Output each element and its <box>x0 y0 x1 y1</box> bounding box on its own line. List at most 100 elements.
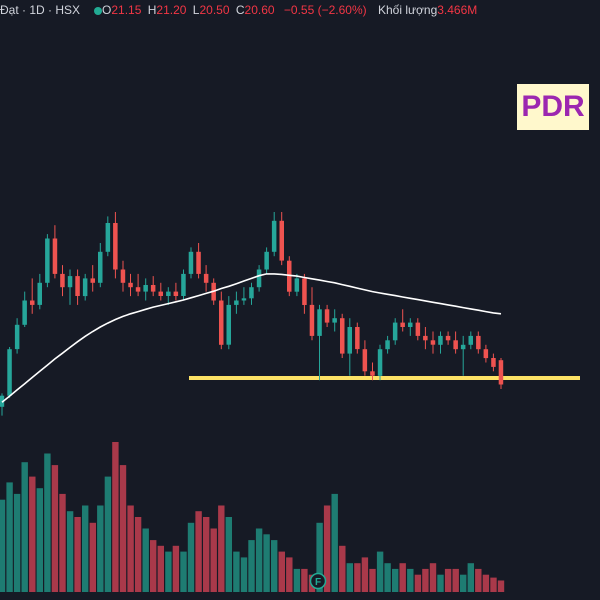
volume-bar <box>444 568 452 592</box>
volume-bar <box>225 517 232 592</box>
volume-bar <box>482 574 490 592</box>
candle-body <box>309 304 315 336</box>
candle-body <box>423 335 428 341</box>
candle-body <box>7 349 12 396</box>
candle-body <box>22 300 27 325</box>
volume-bar <box>490 577 497 592</box>
volume-bar <box>323 505 331 592</box>
candle-body <box>52 238 58 274</box>
volume-bar <box>21 462 28 592</box>
volume-bar <box>0 499 6 592</box>
candle-body <box>60 273 65 288</box>
volume-bar <box>89 522 96 592</box>
volume-bar <box>6 482 13 592</box>
candle-body <box>75 276 80 296</box>
low-value: 20.50 <box>199 3 230 17</box>
candle-body <box>287 260 292 292</box>
candle-body <box>415 322 421 336</box>
volume-bar <box>203 517 210 592</box>
candle-body <box>67 276 73 288</box>
volume-bar <box>354 563 361 592</box>
status-dot-icon <box>94 6 103 15</box>
close-value: 20.60 <box>244 3 275 17</box>
candle-body <box>181 273 186 296</box>
volume-bar <box>187 522 195 592</box>
volume-bar <box>293 568 301 592</box>
candle-body <box>256 269 262 288</box>
volume-bar <box>271 540 278 592</box>
symbol-label: Đạt · 1D · HSX <box>0 3 81 17</box>
volume-bar <box>339 545 346 592</box>
volume-bars <box>0 442 505 592</box>
candle-body <box>249 287 254 299</box>
candle-body <box>476 335 481 350</box>
volume-bar <box>331 493 338 592</box>
volume-bar <box>218 505 225 592</box>
event-marker-label: F <box>315 577 321 588</box>
candle-body <box>279 220 284 261</box>
candle-body <box>340 318 345 354</box>
candle-body <box>150 285 156 292</box>
volume-bar <box>210 528 217 592</box>
candlesticks: F <box>0 212 580 590</box>
volume-bar <box>51 465 59 592</box>
volume-bar <box>384 563 391 592</box>
candle-body <box>143 285 148 292</box>
volume-bar <box>97 505 104 592</box>
volume-bar <box>407 568 414 592</box>
volume-bar <box>66 511 74 592</box>
candle-body <box>37 282 42 305</box>
volume-bar <box>452 568 459 592</box>
volume-bar <box>414 574 422 592</box>
volume-bar <box>255 528 263 592</box>
volume-bar <box>429 563 437 592</box>
volume-bar <box>36 488 43 592</box>
volume-bar <box>44 453 51 592</box>
moving-average-line <box>1 273 502 403</box>
volume-bar <box>301 568 308 592</box>
candle-body <box>113 223 118 270</box>
candle-body <box>491 358 496 367</box>
candle-body <box>332 318 337 323</box>
candle-body <box>468 335 473 345</box>
volume-bar <box>82 505 89 592</box>
candle-body <box>302 278 307 305</box>
candle-body <box>120 269 126 283</box>
volume-bar <box>112 442 119 592</box>
volume-bar <box>172 545 180 592</box>
ticker-badge: PDR <box>517 84 589 130</box>
volume-bar <box>13 493 21 592</box>
volume-bar <box>142 528 149 592</box>
candle-body <box>188 251 194 274</box>
candle-body <box>453 340 458 350</box>
candle-body <box>392 322 398 341</box>
volume-bar <box>475 568 482 592</box>
candle-body <box>445 335 451 341</box>
candle-body <box>219 300 224 345</box>
volume-bar <box>316 522 323 592</box>
high-value: 21.20 <box>156 3 187 17</box>
candle-body <box>196 251 201 274</box>
volume-bar <box>399 563 406 592</box>
candle-body <box>264 251 269 270</box>
volume-bar <box>29 476 36 592</box>
candle-body <box>30 300 35 305</box>
volume-value: 3.466M <box>437 3 478 17</box>
candle-body <box>226 304 231 345</box>
open-label: O <box>102 3 112 17</box>
volume-bar <box>59 493 66 592</box>
candle-body <box>241 298 247 301</box>
high-label: H <box>147 3 157 17</box>
candle-body <box>438 335 443 345</box>
candle-body <box>408 322 413 327</box>
candle-body <box>135 287 141 292</box>
candle-body <box>430 340 436 345</box>
volume-bar <box>150 540 157 592</box>
volume-bar <box>286 557 293 592</box>
candle-body <box>173 291 179 296</box>
volume-bar <box>278 551 285 592</box>
candle-body <box>82 278 88 297</box>
volume-bar <box>157 545 164 592</box>
volume-bar <box>233 551 240 592</box>
